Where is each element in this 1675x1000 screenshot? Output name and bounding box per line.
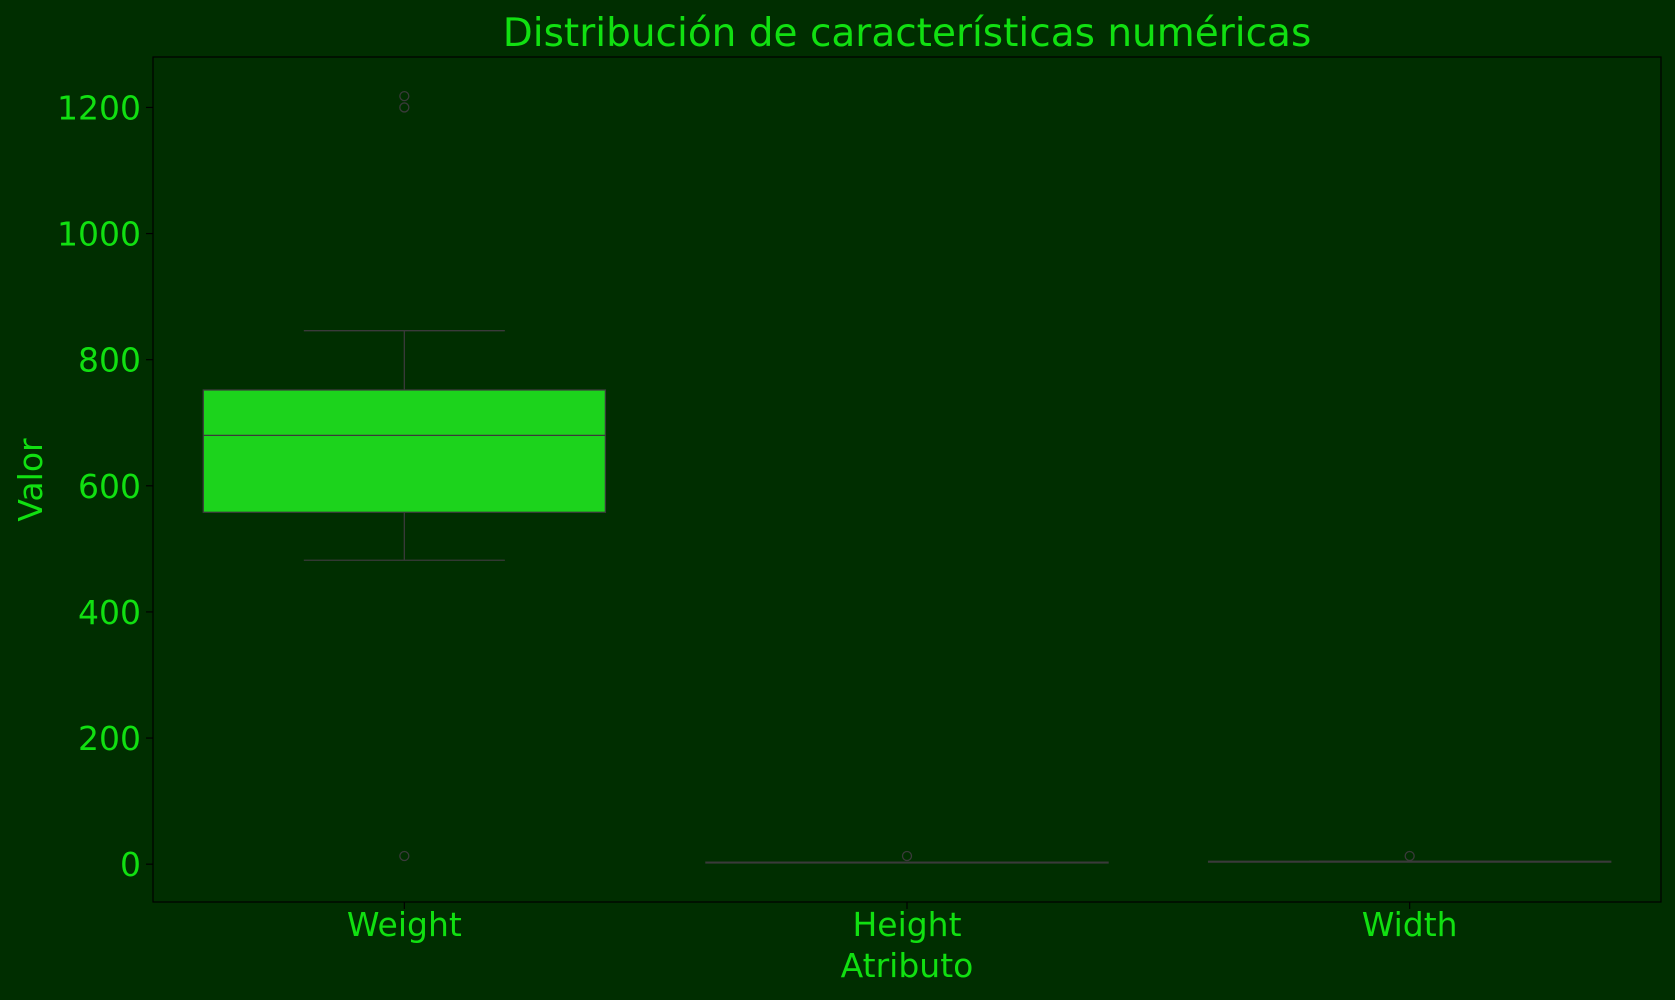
x-axis-ticks: Weight Height Width bbox=[347, 902, 1458, 944]
outlier-point bbox=[399, 90, 410, 102]
y-axis-label: Valor bbox=[11, 438, 50, 522]
x-tick-label: Height bbox=[852, 905, 961, 944]
y-tick-label: 200 bbox=[78, 719, 141, 758]
outlier-point bbox=[399, 102, 410, 113]
chart-title: Distribución de características numérica… bbox=[503, 11, 1312, 56]
x-tick-label: Weight bbox=[347, 905, 462, 944]
outlier-point bbox=[901, 850, 913, 862]
box-series bbox=[202, 90, 1612, 864]
y-tick-label: 0 bbox=[120, 845, 141, 884]
x-axis-label: Atributo bbox=[841, 946, 974, 985]
y-tick-label: 800 bbox=[78, 341, 141, 380]
box-group-weight bbox=[202, 90, 607, 862]
y-tick-label: 1000 bbox=[57, 215, 141, 254]
x-tick-label: Width bbox=[1362, 905, 1458, 944]
iqr-box bbox=[202, 389, 607, 513]
box-group-width bbox=[1207, 850, 1612, 863]
y-tick-label: 400 bbox=[78, 593, 141, 632]
y-axis-ticks: 0 200 400 600 800 1000 1200 bbox=[57, 88, 153, 884]
y-tick-label: 1200 bbox=[57, 88, 141, 127]
y-tick-label: 600 bbox=[78, 467, 141, 506]
outlier-point bbox=[399, 850, 410, 862]
outlier-point bbox=[1404, 850, 1415, 862]
box-group-height bbox=[705, 850, 1109, 864]
